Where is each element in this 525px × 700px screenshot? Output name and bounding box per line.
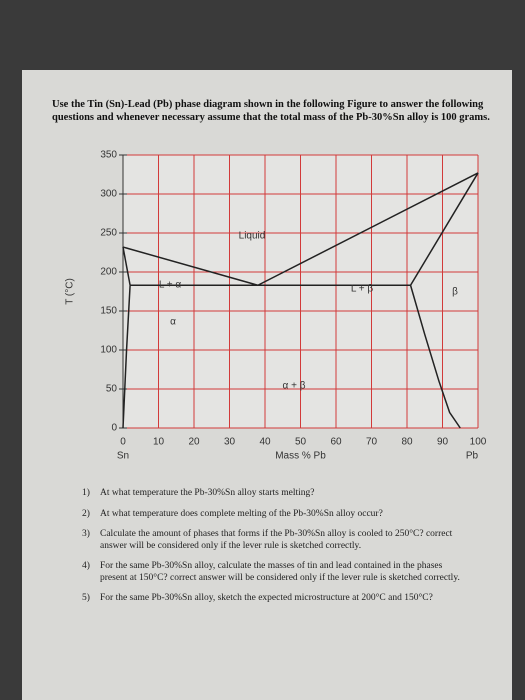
phase-boundary	[122, 246, 259, 286]
question-text: At what temperature the Pb-30%Sn alloy s…	[100, 488, 315, 498]
question-text: At what temperature does complete meltin…	[100, 508, 383, 519]
phase-boundary	[122, 285, 131, 429]
phase-boundary	[122, 246, 131, 286]
y-tick-label: 200	[100, 267, 117, 278]
x-tick-label: 30	[224, 437, 236, 448]
x-end-label: Pb	[466, 451, 479, 462]
region-label: α	[170, 317, 176, 328]
y-tick-label: 100	[100, 345, 117, 356]
x-tick-label: 90	[437, 437, 449, 448]
intro-text: Use the Tin (Sn)-Lead (Pb) phase diagram…	[52, 99, 490, 123]
x-tick-label: 100	[470, 437, 487, 448]
x-tick-label: 20	[188, 437, 200, 448]
x-tick-label: 70	[366, 437, 378, 448]
region-label: L + α	[159, 280, 182, 291]
region-label: L + β	[351, 284, 374, 295]
questions: 1) At what temperature the Pb-30%Sn alloy…	[82, 488, 472, 614]
x-tick-label: 40	[259, 437, 271, 448]
phase-boundary	[257, 172, 479, 286]
x-tick-label: 80	[401, 437, 413, 448]
question-text: For the same Pb-30%Sn alloy, sketch the …	[100, 593, 433, 603]
y-tick-label: 150	[100, 306, 117, 317]
phase-boundary	[409, 285, 461, 429]
x-axis-label: Mass % Pb	[275, 451, 326, 462]
question-number: 1)	[82, 488, 90, 498]
question-text: For the same Pb-30%Sn alloy, calculate t…	[100, 561, 460, 583]
question: 2) At what temperature does complete melt…	[82, 509, 472, 521]
question: 3) Calculate the amount of phases that fo…	[82, 529, 472, 552]
x-tick-label: 60	[330, 437, 342, 448]
question-number: 3)	[82, 529, 90, 539]
y-tick-label: 350	[100, 150, 117, 161]
question: 4) For the same Pb-30%Sn alloy, calculate…	[82, 561, 472, 584]
question-number: 4)	[82, 561, 90, 571]
question: 5) For the same Pb-30%Sn alloy, sketch th…	[82, 593, 472, 605]
phase-boundary	[409, 172, 479, 286]
question-number: 2)	[82, 508, 90, 519]
y-tick-label: 300	[100, 189, 117, 200]
phase-diagram: 0 10 20 30 40 50 60 70 80 90 100 0 50 100 150 200 250 300…	[65, 150, 487, 462]
x-tick-label: 50	[295, 437, 307, 448]
x-tick-label: 10	[153, 437, 165, 448]
x-tick-label: 0	[120, 437, 126, 448]
region-label: β	[452, 287, 458, 298]
region-label: α + β	[283, 381, 306, 392]
y-tick-label: 50	[106, 384, 118, 395]
region-label: Liquid	[239, 231, 266, 242]
question-number: 5)	[82, 593, 90, 603]
x-end-label: Sn	[117, 451, 129, 462]
question-text: Calculate the amount of phases that form…	[100, 529, 453, 551]
y-axis-label: T (°C)	[65, 278, 76, 305]
y-tick-label: 0	[111, 423, 117, 434]
y-tick-label: 250	[100, 228, 117, 239]
question: 1) At what temperature the Pb-30%Sn alloy…	[82, 488, 472, 500]
